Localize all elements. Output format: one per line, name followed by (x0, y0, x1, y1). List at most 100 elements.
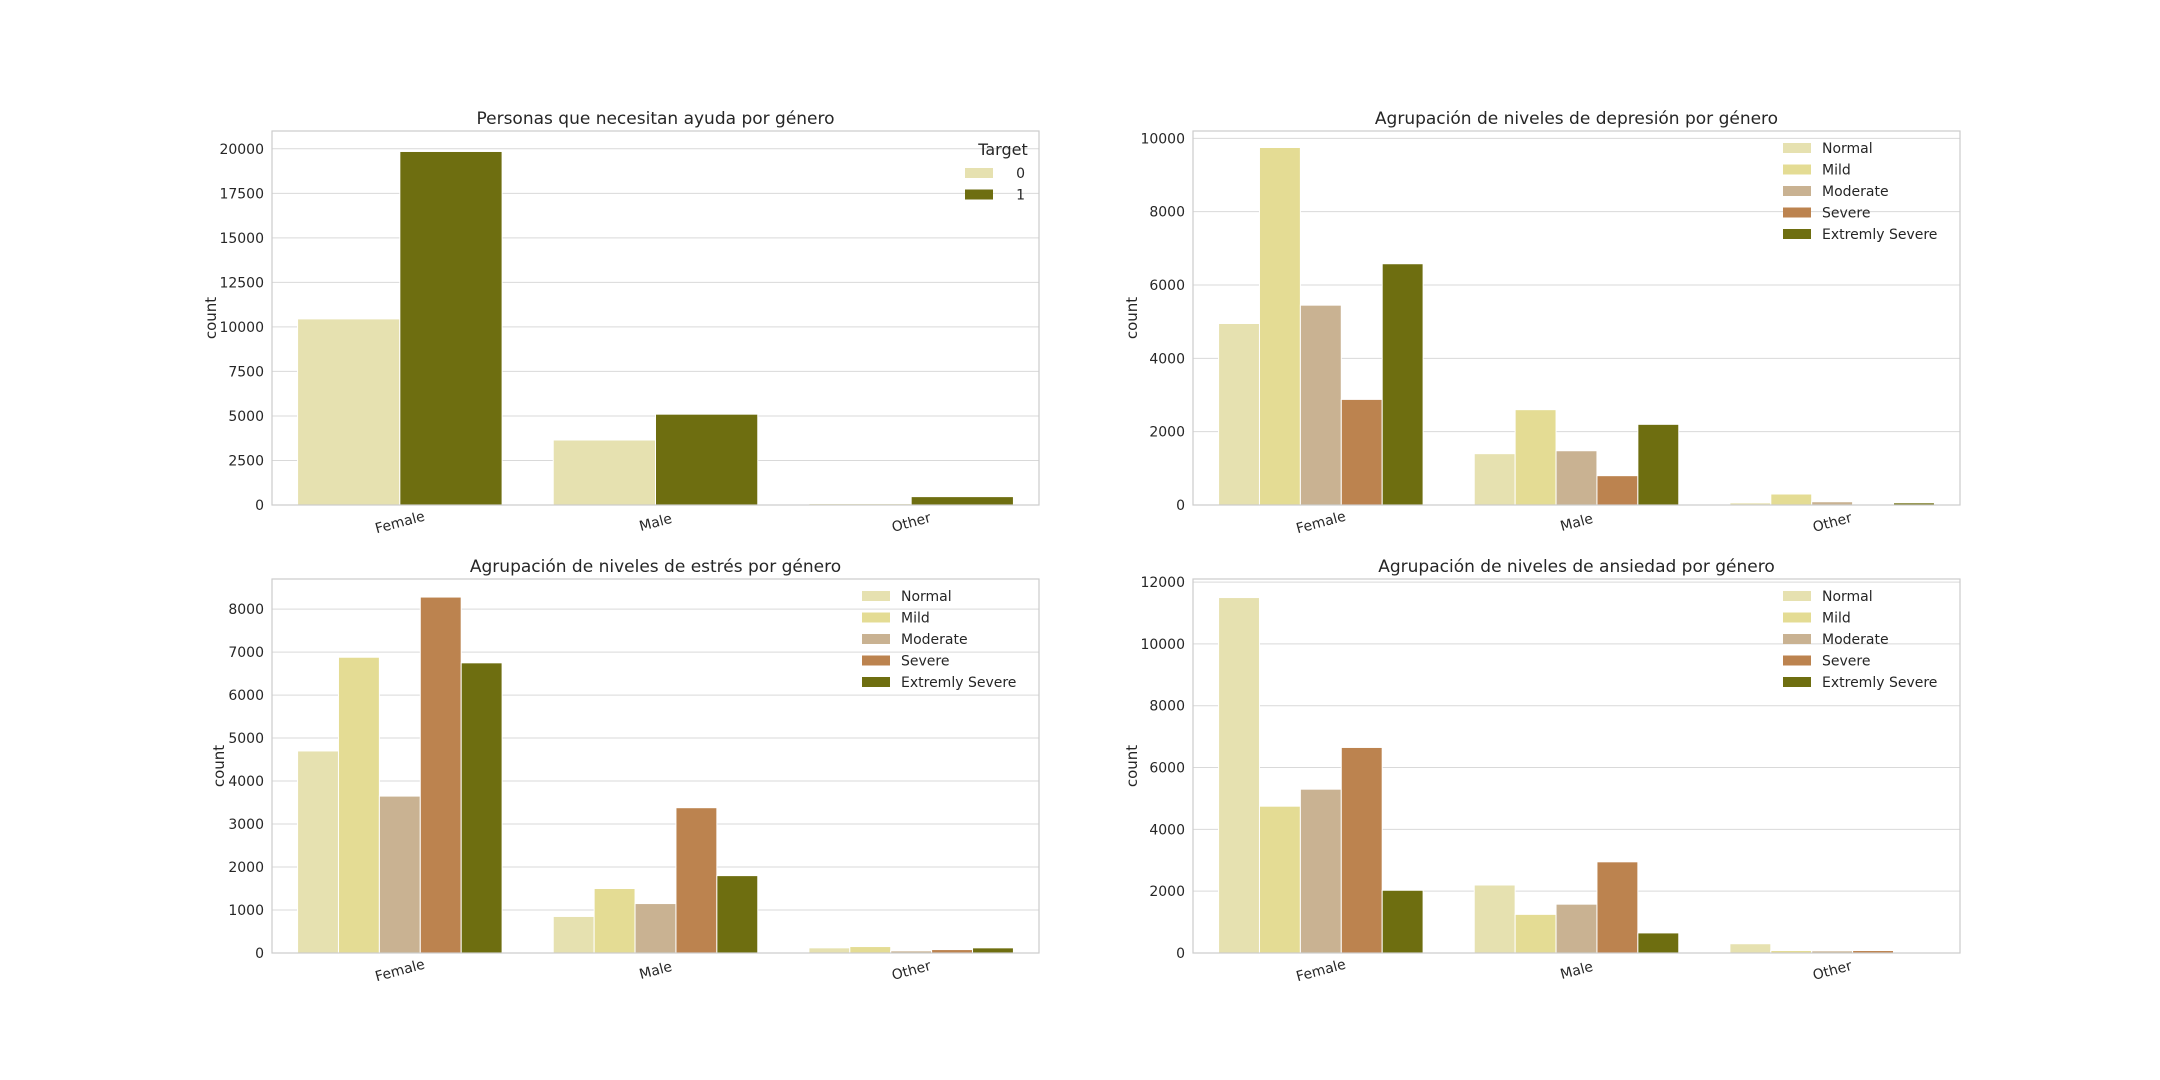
legend-label: Normal (901, 589, 952, 605)
y-tick-label: 0 (1176, 946, 1185, 962)
bar (460, 662, 503, 954)
y-tick-label: 20000 (219, 142, 264, 158)
y-tick-label: 3000 (228, 817, 264, 833)
axes-frame (1192, 578, 1961, 954)
y-tick-label: 0 (255, 498, 264, 514)
bar (419, 596, 462, 954)
bar (1218, 597, 1260, 954)
bar (972, 947, 1014, 954)
legend-label: Severe (1822, 206, 1870, 222)
y-tick-label: 10000 (1140, 637, 1185, 653)
x-tick-label: Male (1559, 959, 1595, 983)
legend-swatch (862, 591, 890, 601)
legend-swatch (1783, 612, 1811, 623)
bar (297, 750, 339, 954)
axes-frame (271, 578, 1040, 954)
y-tick-label: 4000 (228, 774, 264, 790)
x-tick-label: Other (1811, 510, 1854, 536)
bar (1299, 788, 1342, 954)
x-tick-label: Other (890, 958, 933, 984)
legend-label: Extremly Severe (1822, 227, 1937, 243)
bar (1258, 147, 1301, 506)
y-tick-label: 5000 (228, 409, 264, 425)
legend-label: Mild (1822, 163, 1851, 179)
axes-frame (1192, 130, 1961, 506)
bar (337, 656, 380, 954)
y-axis-label: count (1123, 297, 1141, 339)
y-tick-label: 5000 (228, 731, 264, 747)
y-axis-label: count (1123, 745, 1141, 787)
bar (808, 947, 851, 954)
bar (1555, 903, 1598, 954)
legend-label: Mild (901, 611, 930, 627)
legend-title: Target (977, 140, 1028, 159)
chart-title: Agrupación de niveles de estrés por géne… (470, 557, 841, 577)
legend: Normal Mild Moderate Severe Extremly Severe (1783, 141, 1937, 243)
chart-1: 0 2500 5000 7500 10000 12500 15000 17500 20000 Fe… (202, 109, 1040, 538)
legend-swatch (965, 168, 993, 178)
x-tick-label: Male (638, 959, 674, 983)
chart-title: Agrupación de niveles de ansiedad por gé… (1378, 557, 1775, 577)
bar (297, 318, 401, 506)
bar (378, 795, 421, 954)
x-tick-label: Female (1295, 957, 1348, 986)
y-tick-label: 7500 (228, 364, 264, 380)
y-tick-label: 12500 (219, 275, 264, 291)
legend-swatch (1783, 164, 1811, 175)
legend-label: Severe (1822, 654, 1870, 670)
chart-2: 0 2000 4000 6000 8000 10000 Female Male Other Agr… (1123, 109, 1961, 537)
x-tick-label: Male (1559, 511, 1595, 535)
legend-swatch (862, 634, 890, 644)
legend-swatch (1783, 207, 1811, 218)
x-tick-label: Female (374, 957, 427, 986)
bar (552, 439, 657, 506)
legend: Normal Mild Moderate Severe Extremly Severe (862, 589, 1016, 691)
y-tick-label: 7000 (228, 645, 264, 661)
chart-4: 0 2000 4000 6000 8000 10000 12000 Female Male Oth… (1123, 557, 1961, 986)
legend-label: Normal (1822, 141, 1873, 157)
bar (1514, 409, 1557, 506)
x-tick-label: Other (1811, 958, 1854, 984)
y-tick-label: 10000 (1140, 131, 1185, 147)
legend-swatch (1783, 229, 1811, 239)
bar (910, 496, 1014, 506)
y-tick-label: 0 (1176, 498, 1185, 514)
bar (1473, 453, 1516, 506)
y-tick-label: 2500 (228, 453, 264, 469)
y-tick-label: 8000 (1149, 205, 1185, 221)
legend-label: Extremly Severe (1822, 675, 1937, 691)
y-tick-label: 2000 (1149, 425, 1185, 441)
chart-3: 0 1000 2000 3000 4000 5000 6000 7000 8000 Female M… (210, 557, 1040, 986)
bar (716, 875, 759, 954)
legend-label: Normal (1822, 589, 1873, 605)
y-tick-label: 6000 (1149, 278, 1185, 294)
legend-label: Extremly Severe (901, 675, 1016, 691)
legend-swatch (965, 189, 993, 200)
bar (399, 150, 503, 506)
axes-frame (271, 130, 1040, 506)
legend-label: 1 (1016, 188, 1025, 204)
bar (655, 413, 759, 506)
bar (1473, 884, 1516, 954)
bar (1596, 861, 1639, 954)
y-tick-label: 2000 (228, 860, 264, 876)
legend-label: Severe (901, 654, 949, 670)
bar (1381, 889, 1424, 954)
chart-title: Personas que necesitan ayuda por género (476, 109, 834, 129)
y-axis-label: count (202, 297, 220, 339)
bar (1637, 423, 1680, 506)
y-tick-label: 6000 (1149, 761, 1185, 777)
legend-label: 0 (1016, 166, 1025, 182)
legend: Normal Mild Moderate Severe Extremly Severe (1783, 589, 1937, 691)
y-tick-label: 6000 (228, 688, 264, 704)
bar (1637, 932, 1680, 954)
bar (552, 915, 595, 954)
y-tick-label: 1000 (228, 903, 264, 919)
bar (593, 888, 636, 954)
x-tick-label: Other (890, 510, 933, 536)
bar (1299, 304, 1342, 506)
y-tick-label: 8000 (1149, 699, 1185, 715)
x-tick-label: Female (374, 509, 427, 538)
bar (1218, 323, 1260, 506)
